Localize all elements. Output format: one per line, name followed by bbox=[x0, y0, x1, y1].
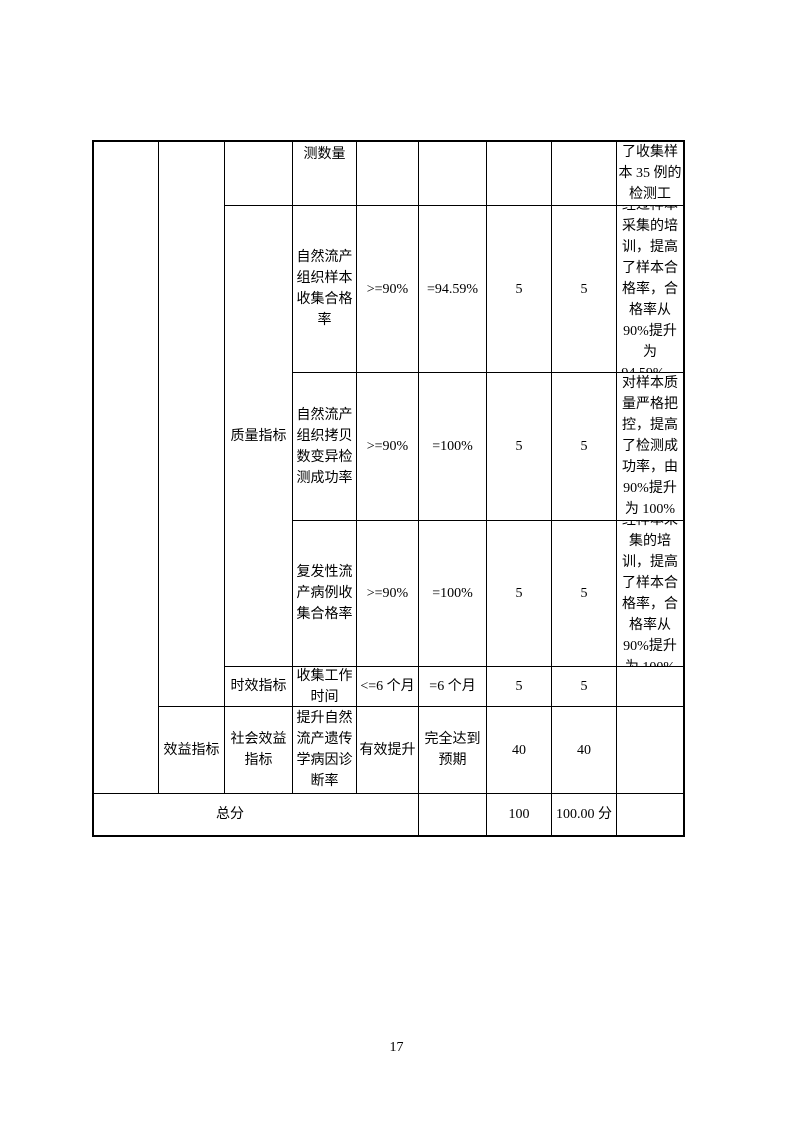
cell-explanation-fragment: 了收集样本 35 例的检测工作。 bbox=[617, 142, 683, 206]
cell-target-value: >=90% bbox=[357, 206, 419, 373]
cell-explanation-empty bbox=[617, 707, 683, 794]
cell-total-label: 总分 bbox=[94, 794, 419, 835]
page-number: 17 bbox=[389, 1040, 404, 1055]
cell-actual-empty bbox=[419, 142, 487, 206]
cell-awarded-empty bbox=[552, 142, 617, 206]
cell-target-value: >=90% bbox=[357, 373, 419, 521]
cell-awarded-score: 5 bbox=[552, 206, 617, 373]
cell-target-value: <=6 个月 bbox=[357, 667, 419, 707]
cell-social-benefit-label: 社会效益指标 bbox=[225, 707, 293, 794]
cell-score: 5 bbox=[487, 206, 552, 373]
cell-awarded-score: 40 bbox=[552, 707, 617, 794]
cell-score: 40 bbox=[487, 707, 552, 794]
cell-benefit-indicator-label: 效益指标 bbox=[159, 707, 225, 794]
cell-score: 5 bbox=[487, 521, 552, 667]
cell-indicator-name: 自然流产组织样本收集合格率 bbox=[293, 206, 357, 373]
cell-indicator-name: 自然流产组织拷贝数变异检测成功率 bbox=[293, 373, 357, 521]
cell-actual-value: =100% bbox=[419, 521, 487, 667]
cell-explanation-empty bbox=[617, 667, 683, 707]
cell-actual-value: 完全达到预期 bbox=[419, 707, 487, 794]
cell-actual-value: =6 个月 bbox=[419, 667, 487, 707]
cell-total-score: 100 bbox=[487, 794, 552, 835]
cell-awarded-score: 5 bbox=[552, 373, 617, 521]
cell-level1-empty bbox=[94, 142, 159, 794]
cell-level2-empty bbox=[225, 142, 293, 206]
cell-explanation: 对样本质量严格把控，提高了检测成功率，由 90%提升为 100% bbox=[617, 373, 683, 521]
cell-score-empty bbox=[487, 142, 552, 206]
cell-indicator-name: 复发性流产病例收集合格率 bbox=[293, 521, 357, 667]
cell-indicator-name-fragment: 测数量 bbox=[293, 142, 357, 206]
cell-quality-indicator-label: 质量指标 bbox=[225, 206, 293, 667]
cell-target-value: >=90% bbox=[357, 521, 419, 667]
cell-actual-value: =100% bbox=[419, 373, 487, 521]
cell-actual-value: =94.59% bbox=[419, 206, 487, 373]
cell-total-actual-empty bbox=[419, 794, 487, 835]
cell-indicator-name: 提升自然流产遗传学病因诊断率 bbox=[293, 707, 357, 794]
cell-explanation: 经样本采集的培训，提高了样本合格率，合格率从 90%提升为 100% bbox=[617, 521, 683, 667]
cell-target-value: 有效提升 bbox=[357, 707, 419, 794]
performance-indicator-table: 测数量 了收集样本 35 例的检测工作。 质量指标 自然流产组织样本收集合格率 … bbox=[92, 140, 685, 837]
cell-indicator-name: 收集工作时间 bbox=[293, 667, 357, 707]
cell-target-empty bbox=[357, 142, 419, 206]
cell-total-awarded-score: 100.00 分 bbox=[552, 794, 617, 835]
cell-output-indicator-empty bbox=[159, 142, 225, 707]
cell-total-explanation-empty bbox=[617, 794, 683, 835]
cell-timeliness-indicator-label: 时效指标 bbox=[225, 667, 293, 707]
cell-explanation: 经过样本采集的培训，提高了样本合格率，合格率从 90%提升为 94.59%。 bbox=[617, 206, 683, 373]
cell-score: 5 bbox=[487, 667, 552, 707]
cell-awarded-score: 5 bbox=[552, 521, 617, 667]
cell-awarded-score: 5 bbox=[552, 667, 617, 707]
cell-score: 5 bbox=[487, 373, 552, 521]
